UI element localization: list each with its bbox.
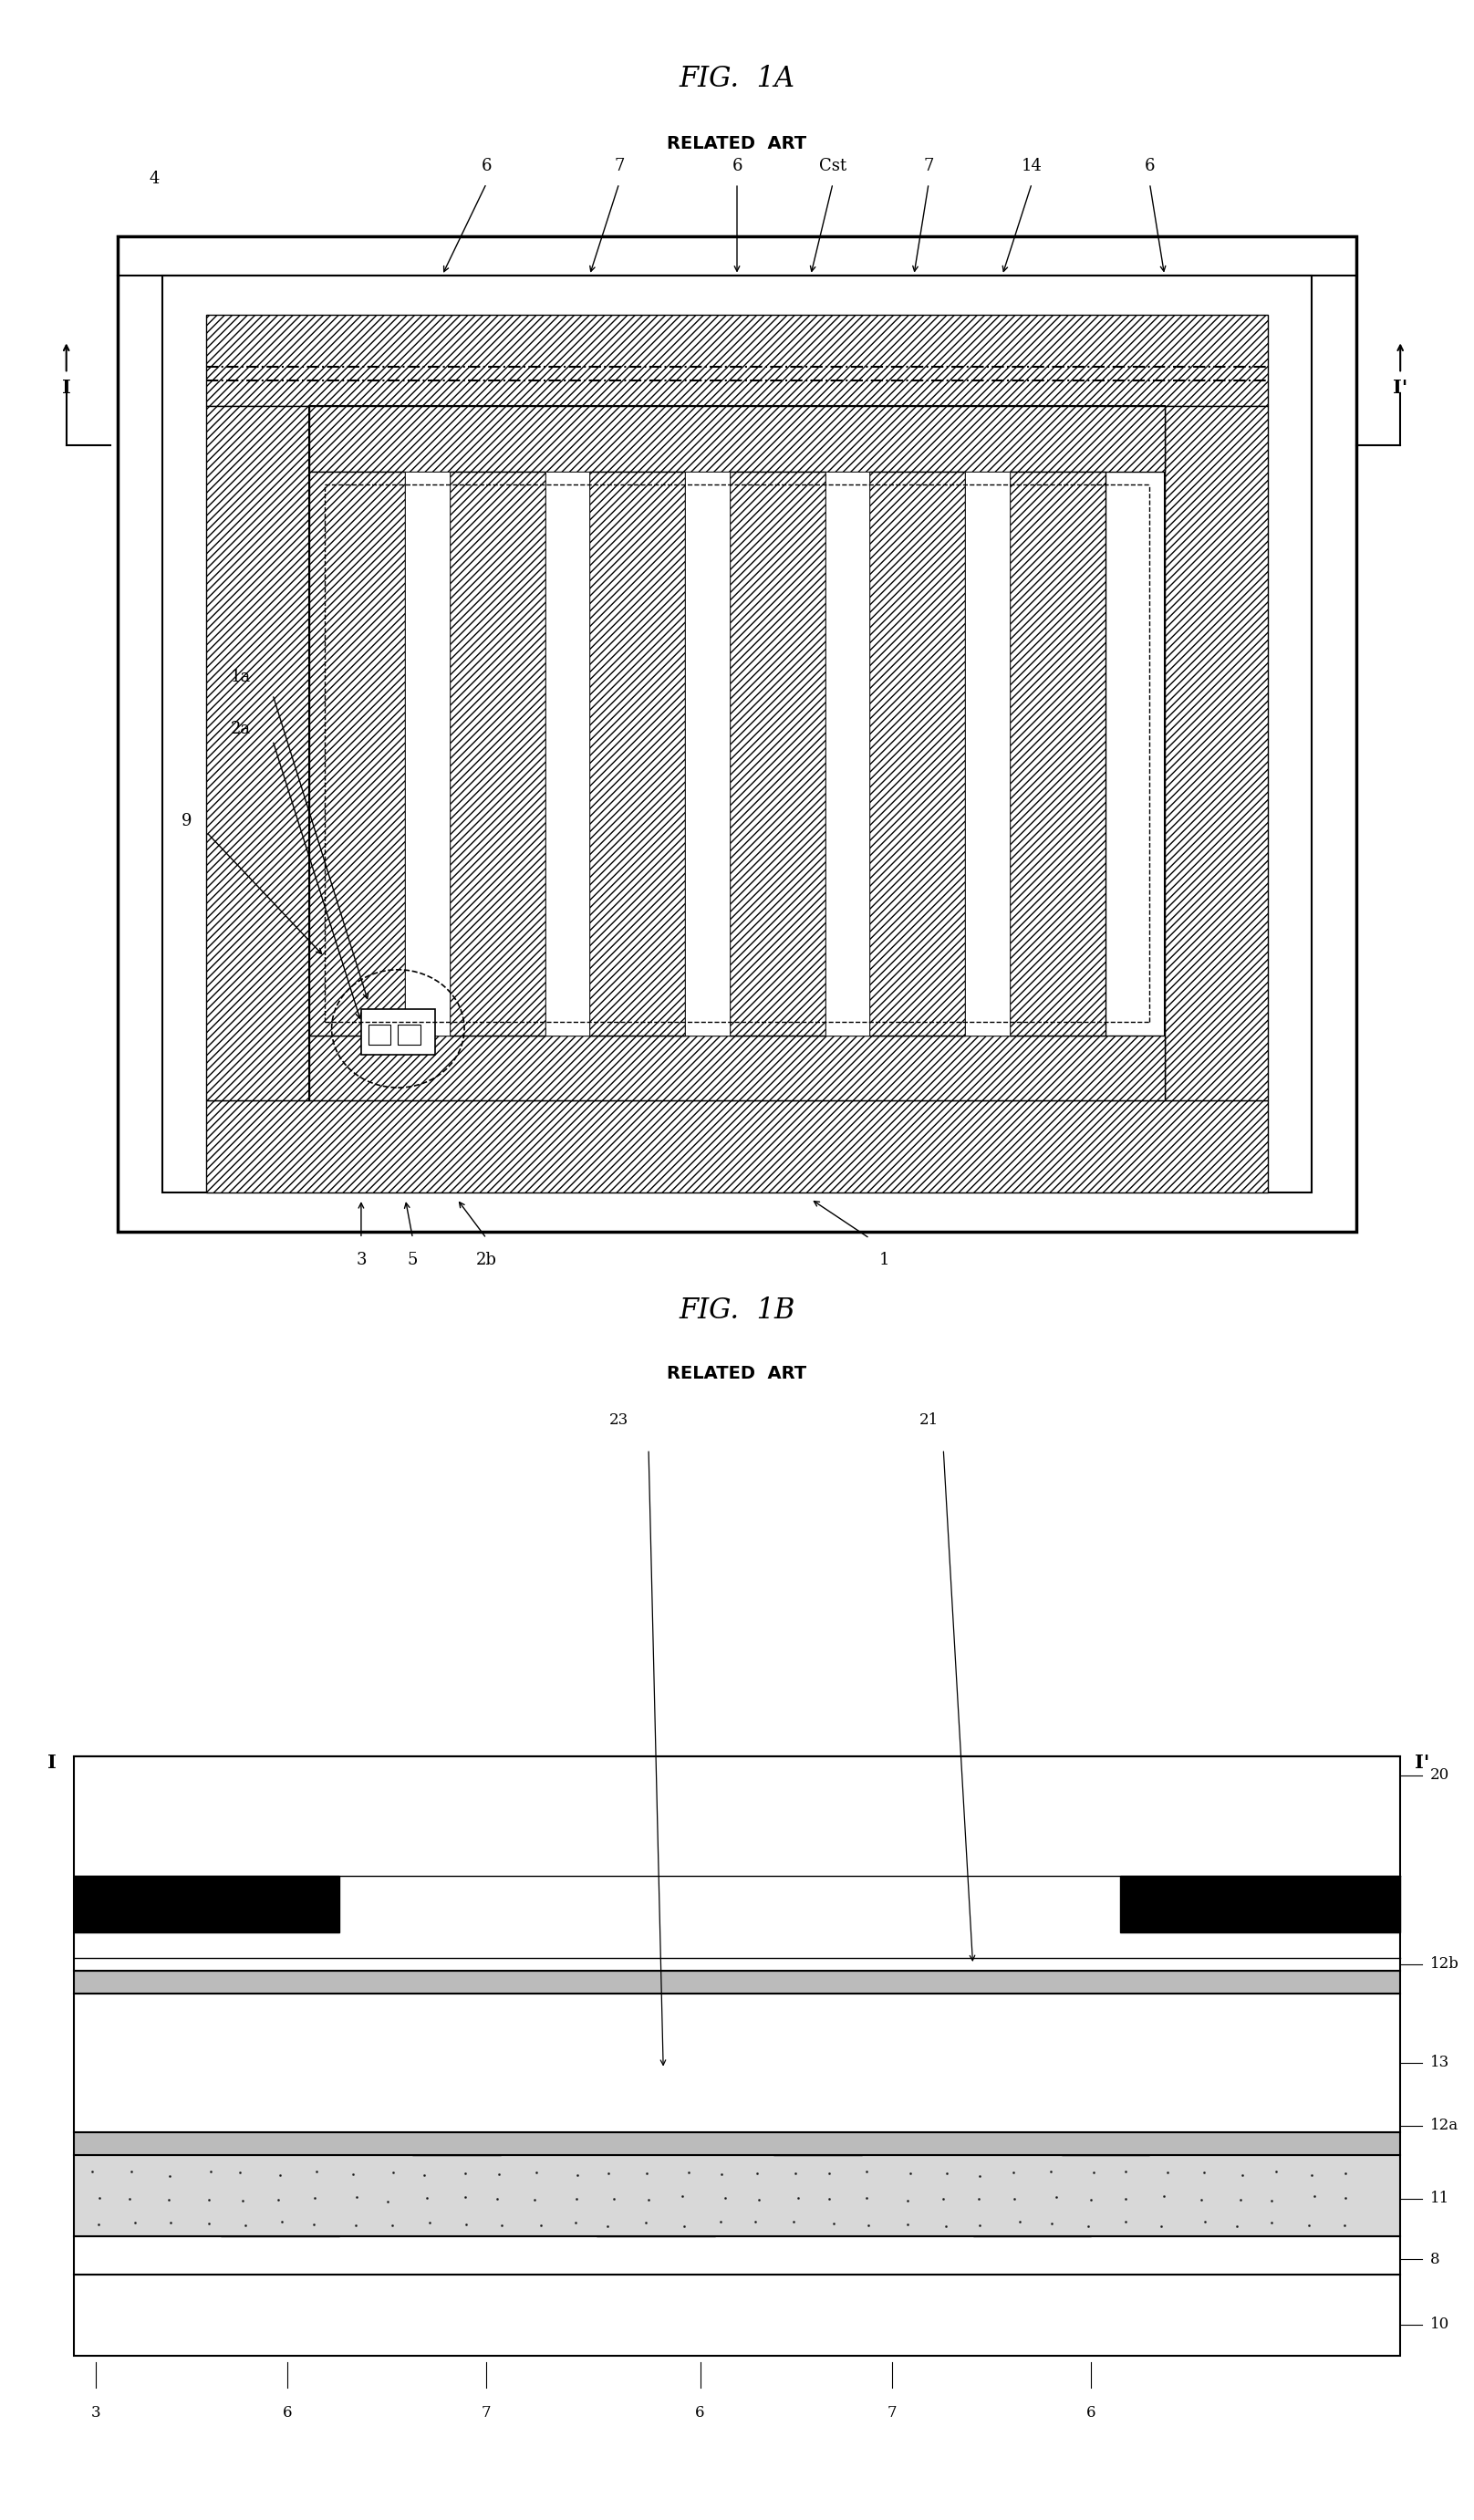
- Bar: [310, 1036, 1164, 1101]
- Bar: [685, 471, 730, 1036]
- Text: 1: 1: [879, 1252, 890, 1268]
- Text: 6: 6: [1086, 2404, 1095, 2422]
- Text: 1a: 1a: [230, 668, 251, 685]
- Text: 21: 21: [918, 1411, 939, 1426]
- Text: RELATED  ART: RELATED ART: [668, 1366, 806, 1381]
- Bar: [74, 1971, 1400, 1993]
- Bar: [870, 471, 965, 1036]
- Text: 6: 6: [1144, 159, 1156, 174]
- Bar: [310, 471, 405, 1036]
- Text: 9: 9: [181, 814, 192, 829]
- Bar: [1164, 406, 1268, 1101]
- Bar: [730, 471, 825, 1036]
- Bar: [1120, 1875, 1400, 1933]
- Bar: [74, 2155, 1400, 2238]
- Text: 13: 13: [1430, 2054, 1449, 2071]
- Bar: [74, 2132, 1400, 2155]
- Bar: [965, 471, 1010, 1036]
- Text: 7: 7: [613, 159, 625, 174]
- Text: 23: 23: [609, 1411, 629, 1426]
- Bar: [774, 2122, 862, 2155]
- Bar: [310, 406, 1164, 1101]
- Text: I: I: [62, 378, 71, 396]
- Text: 6: 6: [283, 2404, 292, 2422]
- Bar: [590, 471, 685, 1036]
- Bar: [597, 2197, 715, 2238]
- Bar: [118, 237, 1356, 1232]
- Bar: [74, 2273, 1400, 2356]
- Bar: [413, 2122, 501, 2155]
- Bar: [162, 275, 1312, 1192]
- Text: I: I: [47, 1754, 56, 1772]
- Bar: [221, 2197, 339, 2238]
- Text: 3: 3: [91, 2404, 100, 2422]
- Bar: [450, 471, 545, 1036]
- Text: 6: 6: [696, 2404, 705, 2422]
- Text: FIG.  1A: FIG. 1A: [680, 66, 794, 93]
- Bar: [74, 1875, 339, 1933]
- Text: 7: 7: [482, 2404, 491, 2422]
- Text: 12b: 12b: [1430, 1956, 1459, 1973]
- Bar: [973, 2197, 1091, 2238]
- Text: 20: 20: [1430, 1767, 1449, 1784]
- Text: 11: 11: [1430, 2190, 1449, 2208]
- Bar: [1061, 2122, 1150, 2155]
- Text: 10: 10: [1430, 2316, 1449, 2334]
- Bar: [361, 1008, 435, 1056]
- Bar: [310, 406, 1164, 471]
- Text: 2a: 2a: [230, 721, 251, 738]
- Text: 12a: 12a: [1430, 2117, 1458, 2134]
- Bar: [368, 1026, 391, 1043]
- Bar: [206, 1101, 1268, 1192]
- Bar: [206, 315, 1268, 406]
- Text: 6: 6: [481, 159, 492, 174]
- Bar: [545, 471, 590, 1036]
- Text: 7: 7: [923, 159, 935, 174]
- Text: I': I': [1393, 378, 1408, 396]
- Text: 8: 8: [1430, 2250, 1440, 2268]
- Bar: [405, 471, 450, 1036]
- Bar: [74, 1756, 1400, 1971]
- Text: 14: 14: [1021, 159, 1042, 174]
- Text: FIG.  1B: FIG. 1B: [680, 1295, 794, 1326]
- Text: 5: 5: [407, 1252, 419, 1268]
- Text: 3: 3: [355, 1252, 367, 1268]
- Text: 7: 7: [887, 2404, 896, 2422]
- Bar: [398, 1026, 420, 1043]
- Bar: [74, 2238, 1400, 2273]
- Text: RELATED  ART: RELATED ART: [668, 136, 806, 154]
- Bar: [825, 471, 870, 1036]
- Text: 6: 6: [731, 159, 743, 174]
- Text: 2b: 2b: [476, 1252, 497, 1268]
- Text: 4: 4: [149, 171, 161, 186]
- Text: I': I': [1415, 1754, 1430, 1772]
- Bar: [1010, 471, 1106, 1036]
- Bar: [74, 1993, 1400, 2132]
- Text: Cst: Cst: [820, 159, 846, 174]
- Bar: [206, 406, 310, 1101]
